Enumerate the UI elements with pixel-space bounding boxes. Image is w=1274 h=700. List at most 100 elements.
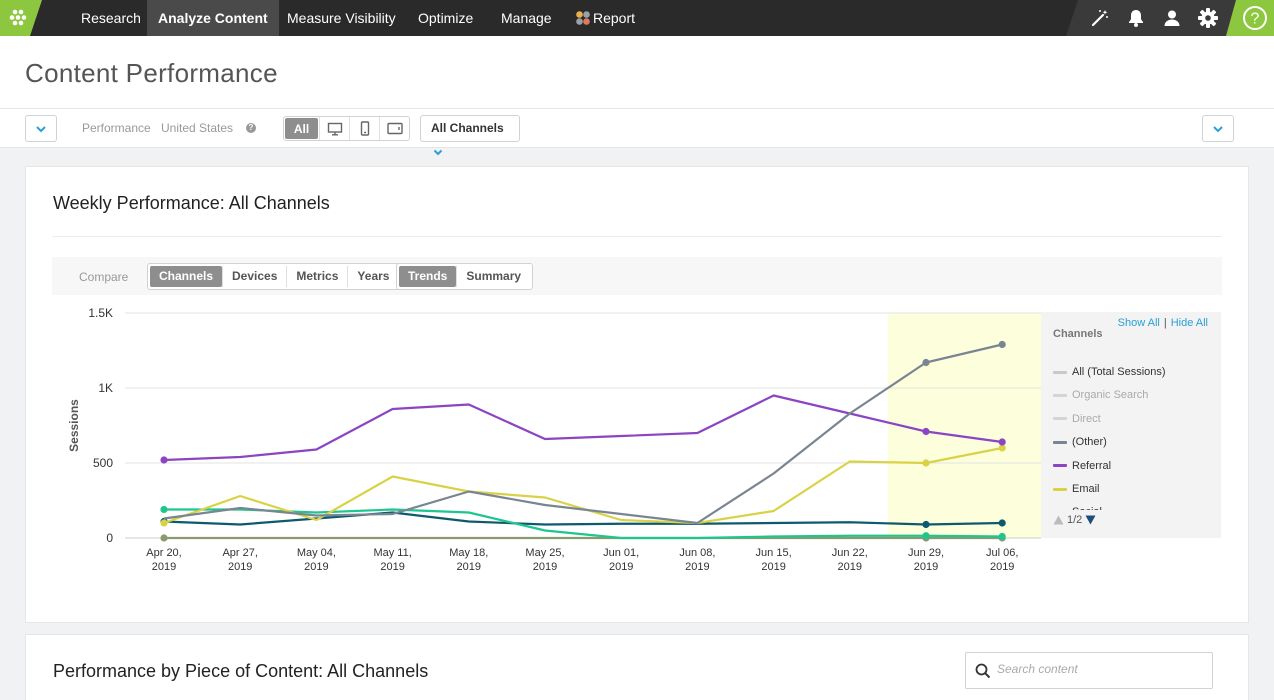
report-icon	[576, 11, 590, 25]
arrow-down-icon[interactable]	[1085, 515, 1096, 525]
series-point	[922, 459, 930, 467]
x-tick-label-line: 2019	[685, 561, 709, 573]
legend-swatch	[1053, 370, 1067, 374]
legend-item-label: (Other)	[1072, 436, 1107, 449]
x-tick-label: Apr 27, 2019	[222, 547, 257, 573]
help-icon-small[interactable]: ?	[246, 123, 256, 133]
y-axis-label: Sessions	[67, 399, 81, 452]
legend-swatch	[1053, 393, 1067, 397]
legend-item-label: Organic Search	[1072, 389, 1149, 402]
compare-tab-channels[interactable]: Channels	[150, 266, 223, 287]
nav-manage[interactable]: Manage	[501, 10, 552, 26]
x-tick-label: May 18, 2019	[449, 547, 488, 573]
right-dropdown-button[interactable]	[1202, 115, 1234, 142]
x-tick-label-line: 2019	[990, 561, 1014, 573]
chevron-down-icon	[36, 125, 46, 132]
series-point	[998, 340, 1006, 349]
compare-bar: Compare Channels Devices Metrics Years T…	[52, 257, 1222, 295]
x-tick-label-line: 2019	[761, 561, 785, 573]
legend-swatch	[1053, 464, 1067, 468]
legend-item-label: All (Total Sessions)	[1072, 366, 1166, 378]
x-tick-label-line: May 11,	[373, 547, 411, 559]
channels-legend: Show All | Hide All Channels All (Total Se…	[1041, 312, 1221, 538]
legend-swatch	[1053, 417, 1067, 421]
help-icon[interactable]: ?	[1236, 0, 1274, 36]
x-tick-label: May 25, 2019	[525, 547, 564, 573]
legend-title: Channels	[1053, 328, 1103, 340]
nav-report-label: Report	[593, 10, 636, 26]
x-tick-label-line: 2019	[609, 561, 633, 573]
x-tick-label-line: 2019	[838, 561, 862, 573]
magic-wand-icon[interactable]	[1082, 0, 1118, 36]
x-tick-label-line: Jun 01,	[603, 547, 639, 559]
series-line	[164, 508, 1003, 540]
nav-measure-visibility[interactable]: Measure Visibility	[287, 10, 396, 26]
x-tick-label-line: 2019	[457, 561, 481, 573]
legend-swatch	[1053, 440, 1067, 444]
series-line	[163, 446, 1003, 525]
x-tick-label-line: 2019	[152, 561, 176, 573]
x-tick-label: Apr 20, 2019	[146, 547, 181, 573]
bell-icon[interactable]	[1118, 0, 1154, 36]
left-dropdown-button[interactable]	[25, 115, 57, 142]
series-point	[998, 438, 1006, 446]
channels-dropdown[interactable]: All Channels	[420, 115, 520, 156]
nav-research[interactable]: Research	[81, 10, 141, 26]
page-title: Content Performance	[25, 58, 278, 88]
series-point	[922, 520, 930, 529]
x-tick-label: Jun 22, 2019	[832, 547, 868, 573]
compare-tab-devices[interactable]: Devices	[222, 266, 286, 287]
x-tick-label-line: 2019	[533, 561, 557, 573]
view-tabs: Trends Summary	[396, 263, 534, 290]
series-point	[160, 519, 168, 527]
content-performance-card: Performance by Piece of Content: All Cha…	[25, 634, 1249, 700]
series-point	[922, 427, 930, 436]
compare-tab-years[interactable]: Years	[347, 266, 398, 287]
user-icon[interactable]	[1154, 0, 1190, 36]
desktop-icon	[327, 122, 342, 136]
x-tick-label-line: Apr 20,	[146, 547, 181, 559]
search-content-box	[965, 652, 1213, 689]
legend-item[interactable]: (Other)	[1053, 434, 1107, 450]
legend-item[interactable]: Organic Search	[1053, 387, 1148, 403]
x-tick-label-line: Jun 22,	[832, 547, 868, 559]
country-selector[interactable]: United States	[161, 121, 234, 135]
nav-report[interactable]: Report	[565, 0, 646, 36]
mobile-icon	[360, 121, 369, 136]
arrow-up-icon[interactable]	[1053, 515, 1064, 525]
x-tick-label-line: May 25,	[525, 547, 564, 559]
page-header: Content Performance	[0, 36, 1274, 109]
hide-all-link[interactable]: Hide All	[1170, 317, 1208, 329]
top-nav: Research Analyze Content Measure Visibil…	[0, 0, 1274, 36]
x-tick-label-line: 2019	[380, 561, 404, 573]
x-tick-label: Jul 06, 2019	[986, 547, 1018, 573]
legend-item[interactable]: All (Total Sessions)	[1053, 364, 1166, 380]
device-tablet-button[interactable]	[379, 117, 409, 140]
gear-icon[interactable]	[1190, 0, 1226, 36]
series-point	[998, 532, 1006, 541]
compare-tab-metrics[interactable]: Metrics	[286, 266, 347, 287]
legend-links: Show All | Hide All	[1118, 317, 1208, 329]
legend-item[interactable]: Direct	[1053, 411, 1101, 427]
app-logo[interactable]	[0, 0, 56, 36]
x-tick-label: Jun 08, 2019	[679, 547, 715, 573]
legend-swatch	[1053, 487, 1067, 491]
device-mobile-button[interactable]	[349, 117, 379, 140]
search-content-input[interactable]	[997, 662, 1197, 676]
device-all-button[interactable]: All	[285, 118, 318, 139]
legend-item[interactable]: Email	[1053, 481, 1100, 497]
series-point	[160, 456, 168, 464]
y-tick-label: 1K	[98, 381, 113, 395]
y-tick-label: 500	[93, 456, 113, 470]
x-tick-label-line: 2019	[228, 561, 252, 573]
nav-analyze-content[interactable]: Analyze Content	[147, 0, 279, 36]
view-tab-trends[interactable]: Trends	[399, 266, 457, 287]
legend-item-label: Referral	[1072, 459, 1112, 472]
x-tick-label-line: Jun 08,	[679, 547, 715, 559]
sessions-line-chart: 0 500 1K 1.5K Sessions Apr 20, 2019 Apr 27, 2019…	[67, 306, 1041, 573]
device-desktop-button[interactable]	[319, 117, 349, 140]
nav-optimize[interactable]: Optimize	[418, 10, 474, 26]
show-all-link[interactable]: Show All	[1117, 317, 1160, 329]
legend-item[interactable]: Referral	[1053, 458, 1111, 474]
view-tab-summary[interactable]: Summary	[456, 266, 530, 287]
